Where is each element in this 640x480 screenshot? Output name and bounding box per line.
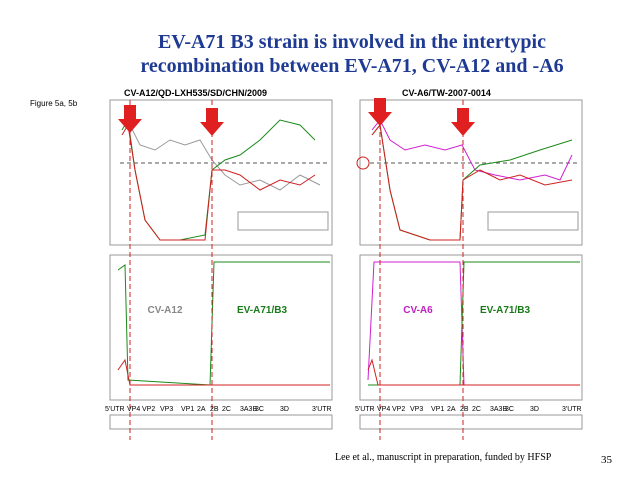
arrow [368, 98, 392, 126]
bootscan-plot [109, 254, 333, 401]
bootscan-plot [359, 254, 583, 401]
genome-label: 5'UTR [355, 406, 375, 413]
genome-label: VP4 [377, 406, 390, 413]
genome-label: VP1 [431, 406, 444, 413]
legend-box [487, 211, 579, 231]
line [371, 119, 573, 181]
region-label: EV-A71/B3 [480, 305, 530, 316]
genome-label: 3A3B [240, 406, 257, 413]
title-line: recombination between EV-A71, CV-A12 and… [140, 55, 563, 77]
genome-map [359, 414, 583, 430]
panel: CV-A12/QD-LXH535/SD/CHN/2009 CV-A12 EV-A… [109, 88, 333, 440]
citation: Lee et al., manuscript in preparation, f… [335, 452, 552, 463]
arrow [451, 108, 475, 136]
genome-label: 3A3B [490, 406, 507, 413]
genome-label: 2A [197, 406, 206, 413]
genome-label: 3D [530, 406, 539, 413]
genome-label: 2C [472, 406, 481, 413]
genome-label: 3D [280, 406, 289, 413]
legend-box [237, 211, 329, 231]
genome-label: 3'UTR [562, 406, 582, 413]
genome-label: 5'UTR [105, 406, 125, 413]
line [371, 123, 573, 241]
genome-label: 2A [447, 406, 456, 413]
line [117, 358, 330, 386]
page-number: 35 [601, 454, 613, 466]
genome-label: VP2 [392, 406, 405, 413]
figure-label: Figure 5a, 5b [30, 99, 78, 108]
genome-label: VP4 [127, 406, 140, 413]
region-label: CV-A6 [403, 305, 433, 316]
line [117, 261, 330, 386]
marker [356, 156, 370, 170]
genome-label: 2B [460, 406, 469, 413]
genome-label: VP2 [142, 406, 155, 413]
genome-label: 3'UTR [312, 406, 332, 413]
genome-label: 2C [222, 406, 231, 413]
line [367, 358, 580, 386]
arrow [200, 108, 224, 136]
genome-map [109, 414, 333, 430]
title-line: EV-A71 B3 strain is involved in the inte… [158, 31, 546, 53]
genome-label: VP1 [181, 406, 194, 413]
arrow [118, 105, 142, 133]
panel-title: CV-A6/TW-2007-0014 [402, 88, 491, 98]
genome-label: 3C [255, 406, 264, 413]
genome-label: 3C [505, 406, 514, 413]
genome-label: VP3 [160, 406, 173, 413]
region-label: EV-A71/B3 [237, 305, 287, 316]
genome-label: VP3 [410, 406, 423, 413]
line [121, 119, 321, 191]
line [121, 123, 316, 241]
region-label: CV-A12 [147, 305, 182, 316]
genome-label: 2B [210, 406, 219, 413]
panel-title: CV-A12/QD-LXH535/SD/CHN/2009 [124, 88, 267, 98]
panel: CV-A6/TW-2007-0014 CV-A6 EV-A71/B3 [356, 88, 583, 440]
